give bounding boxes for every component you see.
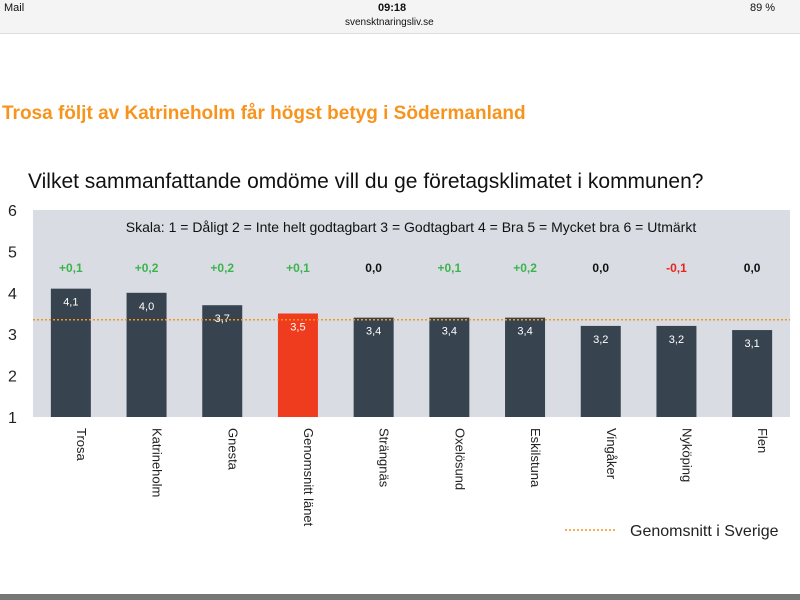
y-tick-label: 4 — [8, 286, 17, 303]
back-to-mail-link[interactable]: Mail — [4, 2, 25, 14]
change-label: +0,2 — [135, 261, 159, 275]
legend-label: Genomsnitt i Sverige — [630, 523, 779, 540]
value-label: 3,2 — [669, 334, 684, 346]
x-tick-label: Strängnäs — [377, 428, 392, 488]
bar — [429, 317, 470, 417]
bar — [202, 305, 243, 417]
bar — [277, 313, 318, 417]
value-label: 4,1 — [63, 297, 78, 309]
change-label: -0,1 — [666, 261, 687, 275]
bar — [580, 325, 621, 417]
bar — [656, 325, 697, 417]
chart-title: Vilket sammanfattande omdöme vill du ge … — [28, 170, 704, 193]
y-tick-label: 5 — [8, 244, 17, 261]
battery-level: 89 % — [750, 2, 776, 14]
value-label: 3,2 — [593, 334, 608, 346]
bar — [732, 330, 773, 417]
x-tick-label: Genomsnitt länet — [301, 428, 316, 527]
x-tick-label: Katrineholm — [150, 428, 165, 497]
bottom-strip — [0, 594, 800, 600]
change-label: +0,1 — [286, 261, 310, 275]
change-label: +0,2 — [513, 261, 537, 275]
bar — [353, 317, 394, 417]
value-label: 4,0 — [139, 301, 154, 313]
bar — [126, 292, 167, 417]
x-tick-label: Vingåker — [604, 428, 619, 480]
value-label: 3,4 — [366, 326, 381, 338]
clock: 09:18 — [378, 2, 407, 14]
bar — [505, 317, 546, 417]
scale-note: Skala: 1 = Dåligt 2 = Inte helt godtagba… — [126, 219, 697, 235]
x-tick-label: Flen — [755, 428, 770, 453]
change-label: +0,1 — [59, 261, 83, 275]
x-tick-label: Eskilstuna — [528, 428, 543, 488]
x-tick-label: Nyköping — [679, 428, 694, 482]
value-label: 3,5 — [290, 322, 305, 334]
y-tick-label: 1 — [8, 410, 17, 427]
change-label: +0,2 — [210, 261, 234, 275]
x-tick-label: Oxelösund — [452, 428, 467, 490]
value-label: 3,4 — [517, 326, 532, 338]
change-label: +0,1 — [437, 261, 461, 275]
url-bar[interactable]: svensktnaringsliv.se — [345, 17, 434, 28]
y-tick-label: 2 — [8, 369, 17, 386]
change-label: 0,0 — [365, 261, 382, 275]
ios-status-bar: Mail 09:18 svensktnaringsliv.se 89 % — [0, 0, 800, 34]
bar — [50, 288, 91, 417]
value-label: 3,1 — [745, 338, 760, 350]
x-tick-label: Gnesta — [225, 428, 240, 471]
change-label: 0,0 — [592, 261, 609, 275]
value-label: 3,4 — [442, 326, 457, 338]
headline: Trosa följt av Katrineholm får högst bet… — [2, 103, 526, 124]
y-tick-label: 6 — [8, 203, 17, 220]
change-label: 0,0 — [744, 261, 761, 275]
x-tick-label: Trosa — [74, 428, 89, 462]
y-tick-label: 3 — [8, 327, 17, 344]
